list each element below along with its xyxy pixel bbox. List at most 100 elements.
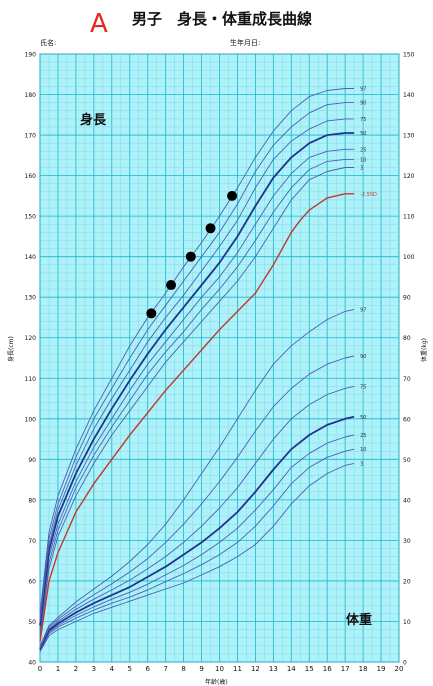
weight-percentile-line	[39, 355, 355, 648]
height-sd-curve	[39, 193, 355, 642]
series-layer: 3 10 25 50 75 90 97 3 10 25 50 75 90 97 -2.5SD	[39, 86, 377, 653]
weight-percentile-label: 97	[360, 307, 366, 313]
panel-letter: A	[90, 9, 108, 39]
height-sd-label: -2.5SD	[360, 192, 377, 198]
weight-percentile-line	[39, 308, 355, 647]
y-tick-label-left: 110	[25, 376, 37, 383]
x-tick-label: 20	[395, 665, 404, 673]
x-tick-label: 3	[92, 665, 96, 673]
y-tick-label-left: 80	[28, 497, 36, 504]
weight-percentile-line	[39, 448, 355, 651]
height-percentile-label: 10	[360, 157, 366, 163]
x-tick-label: 7	[163, 665, 167, 673]
height-percentile-label: 97	[360, 86, 366, 92]
y-tick-label-right: 40	[403, 497, 411, 504]
weight-percentile-line	[39, 462, 355, 653]
weight-percentile-line	[39, 385, 355, 649]
x-tick-label: 11	[233, 665, 242, 673]
y-tick-label-right: 10	[403, 619, 411, 626]
y-tick-label-right: 90	[403, 295, 411, 302]
patient-height-point	[205, 223, 216, 234]
y-tick-label-right: 0	[403, 660, 407, 667]
y-tick-label-left: 140	[25, 254, 37, 261]
height-percentile-line	[39, 118, 355, 622]
y-tick-label-left: 190	[25, 52, 37, 59]
y-tick-label-right: 80	[403, 335, 411, 342]
patient-height-point	[166, 280, 177, 291]
weight-percentile-label: 50	[360, 415, 366, 421]
height-percentile-line	[39, 148, 355, 630]
y-tick-label-right: 20	[403, 578, 411, 585]
patient-height-point	[146, 308, 157, 319]
patient-points	[146, 190, 238, 319]
y-tick-label-right: 120	[403, 173, 415, 180]
y-axis-right-label: 体重(kg)	[420, 338, 428, 362]
y-tick-label-left: 100	[25, 416, 37, 423]
x-tick-label: 19	[377, 665, 386, 673]
height-percentile-label: 90	[360, 101, 366, 107]
x-tick-label: 14	[287, 665, 296, 673]
x-tick-label: 16	[323, 665, 332, 673]
y-tick-label-right: 100	[403, 254, 415, 261]
weight-percentile-label: 3	[360, 461, 363, 467]
x-tick-label: 12	[251, 665, 260, 673]
tick-labels: 0 1 2 3 4 5 6 7 8 9 10 11 12 13 14 15 16 17 18 19 2040506070…	[25, 52, 415, 674]
x-tick-label: 0	[38, 665, 42, 673]
y-tick-label-left: 120	[25, 335, 37, 342]
x-tick-label: 15	[305, 665, 314, 673]
weight-percentile-label: 90	[360, 354, 366, 360]
x-tick-label: 17	[341, 665, 350, 673]
height-percentile-label: 50	[360, 131, 366, 137]
y-tick-label-right: 110	[403, 214, 415, 221]
height-percentile-label: 75	[360, 117, 366, 123]
y-tick-label-right: 70	[403, 376, 411, 383]
y-tick-label-left: 60	[28, 578, 36, 585]
x-tick-label: 1	[56, 665, 60, 673]
x-tick-label: 5	[128, 665, 132, 673]
y-tick-label-left: 70	[28, 538, 36, 545]
weight-percentile-line	[39, 415, 355, 650]
y-tick-label-right: 150	[403, 52, 415, 59]
y-tick-label-right: 130	[403, 133, 415, 140]
x-tick-label: 4	[110, 665, 115, 673]
x-tick-label: 8	[181, 665, 185, 673]
weight-percentile-line	[39, 434, 355, 651]
x-axis-label: 年齢(歳)	[205, 678, 228, 686]
y-tick-label-left: 130	[25, 295, 37, 302]
patient-height-point	[185, 251, 196, 262]
y-tick-label-left: 50	[28, 619, 36, 626]
name-label: 氏名:	[40, 38, 56, 47]
height-percentile-line	[39, 167, 355, 638]
x-tick-label: 18	[359, 665, 368, 673]
birthdate-label: 生年月日:	[230, 38, 260, 47]
chart-title: 男子 身長・体重成長曲線	[132, 10, 312, 28]
height-percentile-line	[39, 132, 355, 626]
y-tick-label-left: 40	[28, 660, 36, 667]
x-tick-label: 2	[74, 665, 78, 673]
height-percentile-label: 25	[360, 147, 366, 153]
height-section-label: 身長	[80, 112, 107, 128]
y-axis-left-label: 身長(cm)	[7, 336, 15, 362]
weight-percentile-label: 25	[360, 433, 366, 439]
y-tick-label-left: 150	[25, 214, 37, 221]
x-tick-label: 13	[269, 665, 278, 673]
height-percentile-line	[39, 102, 355, 618]
x-tick-label: 9	[199, 665, 203, 673]
y-tick-label-left: 160	[25, 173, 37, 180]
weight-percentile-label: 10	[360, 447, 366, 453]
y-tick-label-right: 30	[403, 538, 411, 545]
y-tick-label-left: 90	[28, 457, 36, 464]
x-tick-label: 6	[145, 665, 150, 673]
y-tick-label-left: 170	[25, 133, 37, 140]
x-tick-label: 10	[215, 665, 224, 673]
y-tick-label-left: 180	[25, 92, 37, 99]
height-percentile-line	[39, 158, 355, 634]
y-tick-label-right: 60	[403, 416, 411, 423]
patient-height-point	[227, 190, 238, 201]
weight-section-label: 体重	[346, 612, 372, 628]
height-percentile-label: 3	[360, 165, 363, 171]
y-tick-label-right: 50	[403, 457, 411, 464]
weight-percentile-label: 75	[360, 384, 366, 390]
y-tick-label-right: 140	[403, 92, 415, 99]
